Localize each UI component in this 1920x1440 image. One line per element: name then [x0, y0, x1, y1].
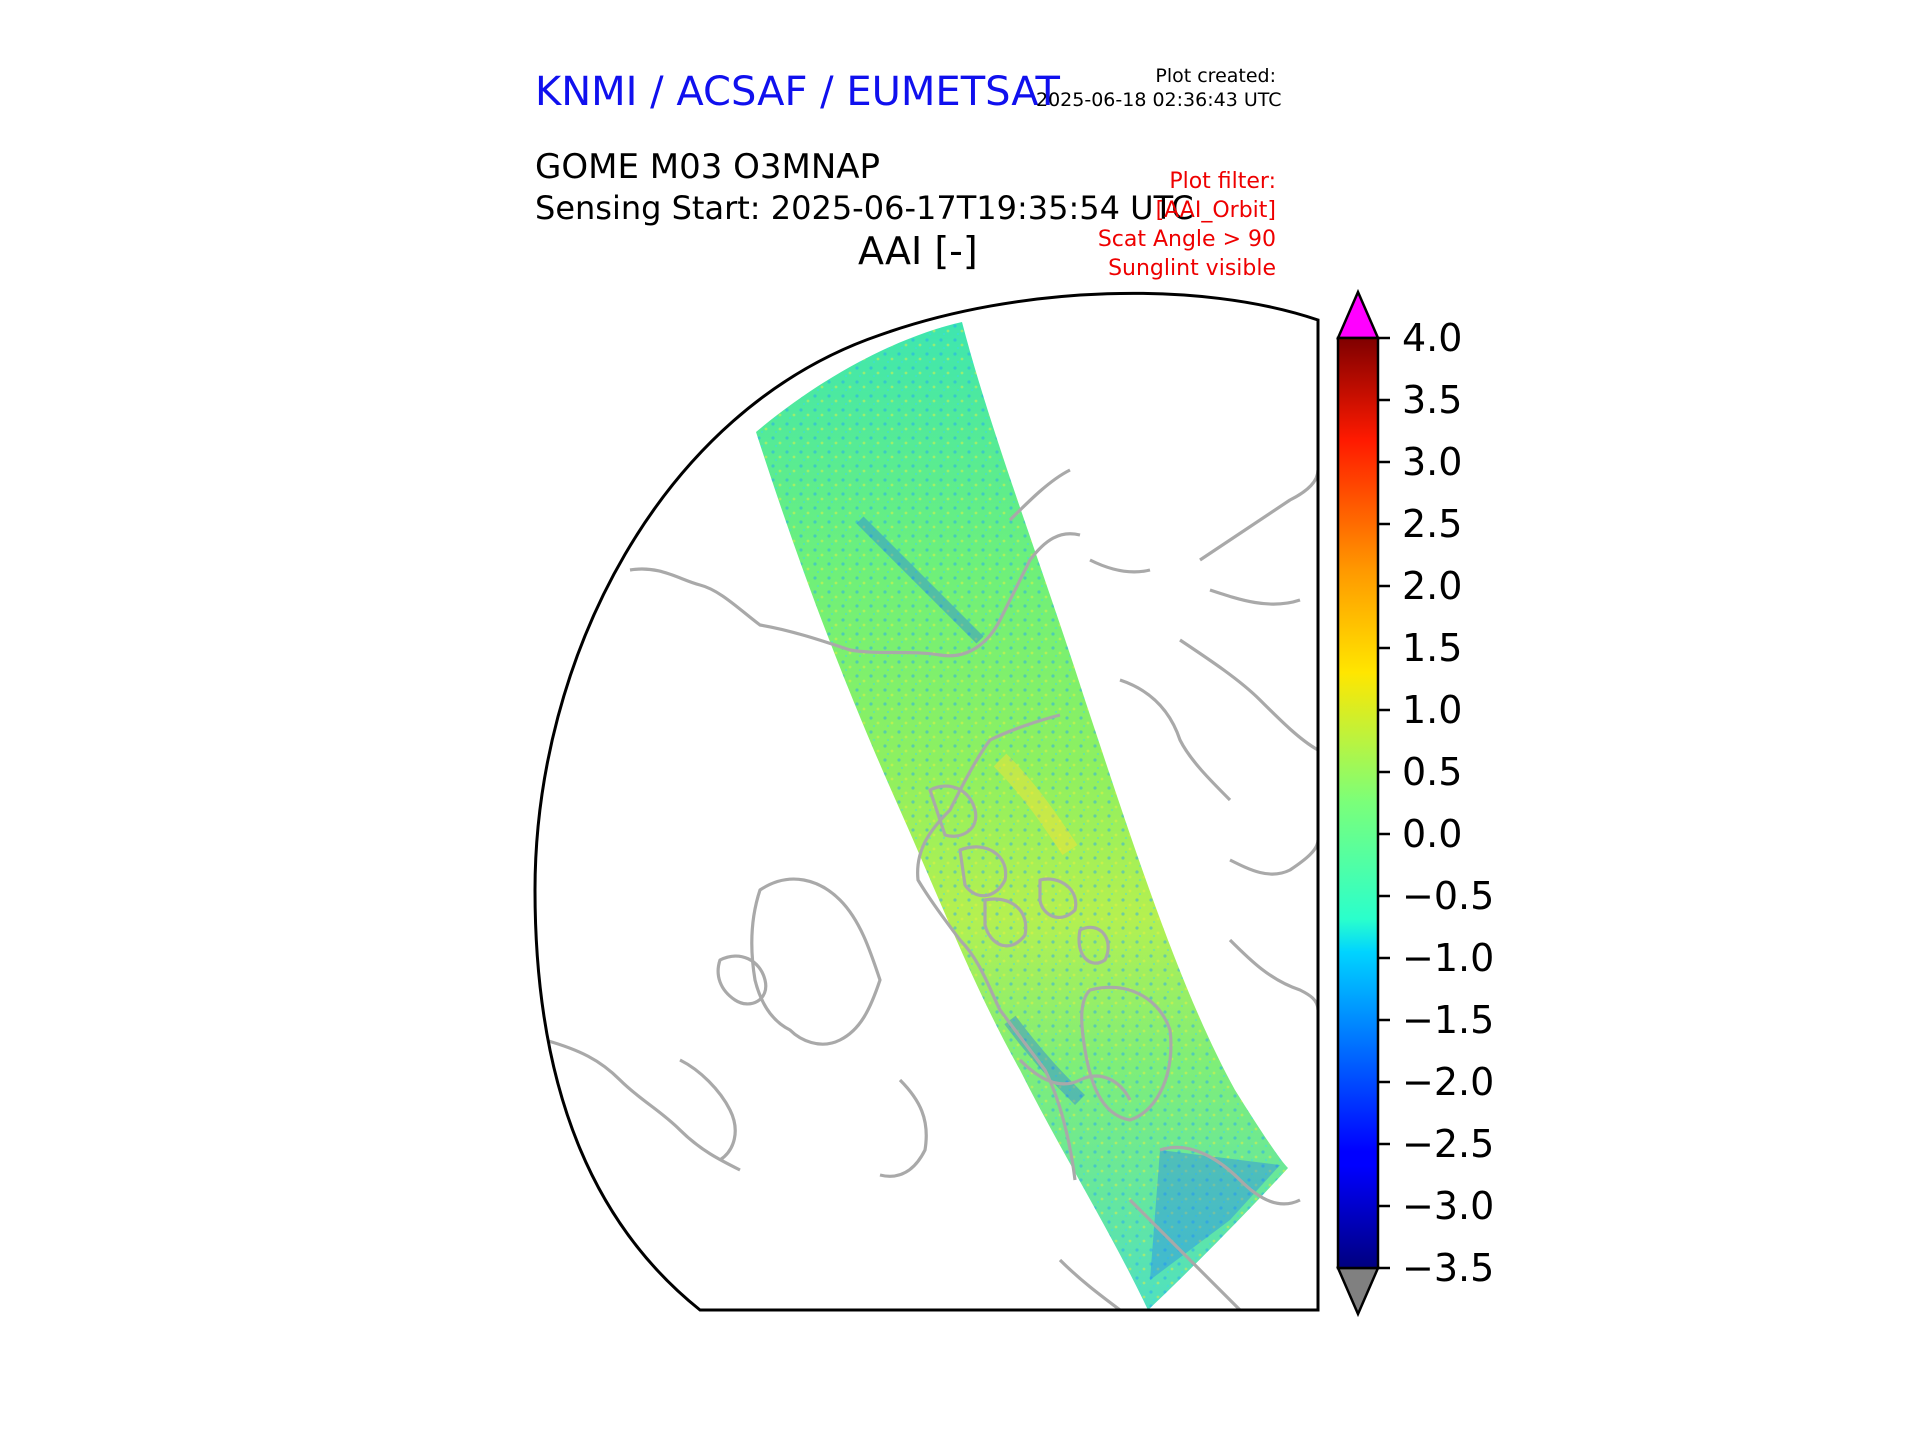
colorbar-tick-label: 0.5 [1402, 750, 1462, 794]
plot-filter-line: Sunglint visible [1108, 256, 1276, 281]
arctic-island [958, 845, 1008, 898]
arctic-island [716, 954, 768, 1006]
plot-filter-line: Scat Angle > 90 [1097, 227, 1276, 252]
colorbar: 4.0 3.5 3.0 2.5 2.0 1.5 1.0 0.5 0.0 −0.5 −1.0 −1.5 −… [1336, 288, 1494, 1318]
colorbar-tick-label: 2.0 [1402, 564, 1462, 608]
asia-coast [1209, 588, 1301, 606]
low-aai-region [1150, 1150, 1280, 1280]
low-aai-streak [856, 516, 984, 644]
colorbar-tick-label: 0.0 [1402, 812, 1462, 856]
greenland-coast [1080, 985, 1173, 1122]
variable-title: AAI [-] [858, 229, 978, 273]
arctic-island [928, 784, 978, 838]
arctic-island [1038, 877, 1078, 919]
map-boundary [533, 291, 1320, 1312]
asia-coast [1229, 839, 1318, 876]
colorbar-ticks: 4.0 3.5 3.0 2.5 2.0 1.5 1.0 0.5 0.0 −0.5 −1.0 −1.5 −… [1378, 316, 1494, 1290]
colorbar-tick-label: −0.5 [1402, 874, 1494, 918]
eurasia-coast [544, 1038, 741, 1172]
colorbar-tick-label: −1.5 [1402, 998, 1494, 1042]
colorbar-tick-label: 3.0 [1402, 440, 1462, 484]
colorbar-tick-label: −2.0 [1402, 1060, 1494, 1104]
northern-coast [1018, 1058, 1132, 1101]
colorbar-tick-label: −3.5 [1402, 1246, 1494, 1290]
colorbar-tick-label: −3.0 [1402, 1184, 1494, 1228]
colorbar-tick-label: 1.5 [1402, 626, 1462, 670]
bering-coast [1008, 468, 1071, 522]
arctic-island [1077, 925, 1110, 965]
coastlines [544, 468, 1318, 1310]
northern-coast [879, 1078, 928, 1178]
europe-coast [1128, 1198, 1242, 1310]
sensing-start: Sensing Start: 2025-06-17T19:35:54 UTC [535, 189, 1194, 227]
colorbar-under-arrow [1336, 1266, 1380, 1318]
swath-texture [756, 322, 1288, 1310]
high-aai-streak [993, 753, 1078, 855]
asia-coast [1179, 638, 1318, 752]
asia-coast [1119, 678, 1232, 802]
scandinavia-coast [679, 1058, 737, 1162]
asia-coast [1199, 469, 1318, 562]
organization-title: KNMI / ACSAF / EUMETSAT [535, 69, 1060, 115]
colorbar-tick-label: 1.0 [1402, 688, 1462, 732]
colorbar-tick-label: −1.0 [1402, 936, 1494, 980]
bering-coast [1089, 558, 1151, 574]
canada-arctic-coast [916, 713, 1077, 1181]
europe-coast [1159, 1145, 1301, 1206]
svalbard-coast [750, 877, 882, 1046]
low-aai-streak [1004, 1015, 1085, 1105]
colorbar-over-arrow [1336, 288, 1380, 340]
product-title: GOME M03 O3MNAP [535, 147, 881, 187]
colorbar-tick-label: 4.0 [1402, 316, 1462, 360]
arctic-island [983, 897, 1028, 948]
plot-created-label: Plot created: [1155, 65, 1276, 87]
colorbar-body [1336, 336, 1380, 1270]
plot-created-time: 2025-06-18 02:36:43 UTC [1036, 89, 1282, 111]
plot-filter-line: [AAI_Orbit] [1155, 198, 1276, 223]
colorbar-tick-label: 3.5 [1402, 378, 1462, 422]
colorbar-tick-label: 2.5 [1402, 502, 1462, 546]
map-area [535, 293, 1318, 1310]
europe-coast [1058, 1258, 1121, 1310]
colorbar-tick-label: −2.5 [1402, 1122, 1494, 1166]
asia-coast [1228, 938, 1318, 1011]
alaska-coast [629, 532, 1081, 658]
plot-filter-line: Plot filter: [1169, 169, 1276, 194]
